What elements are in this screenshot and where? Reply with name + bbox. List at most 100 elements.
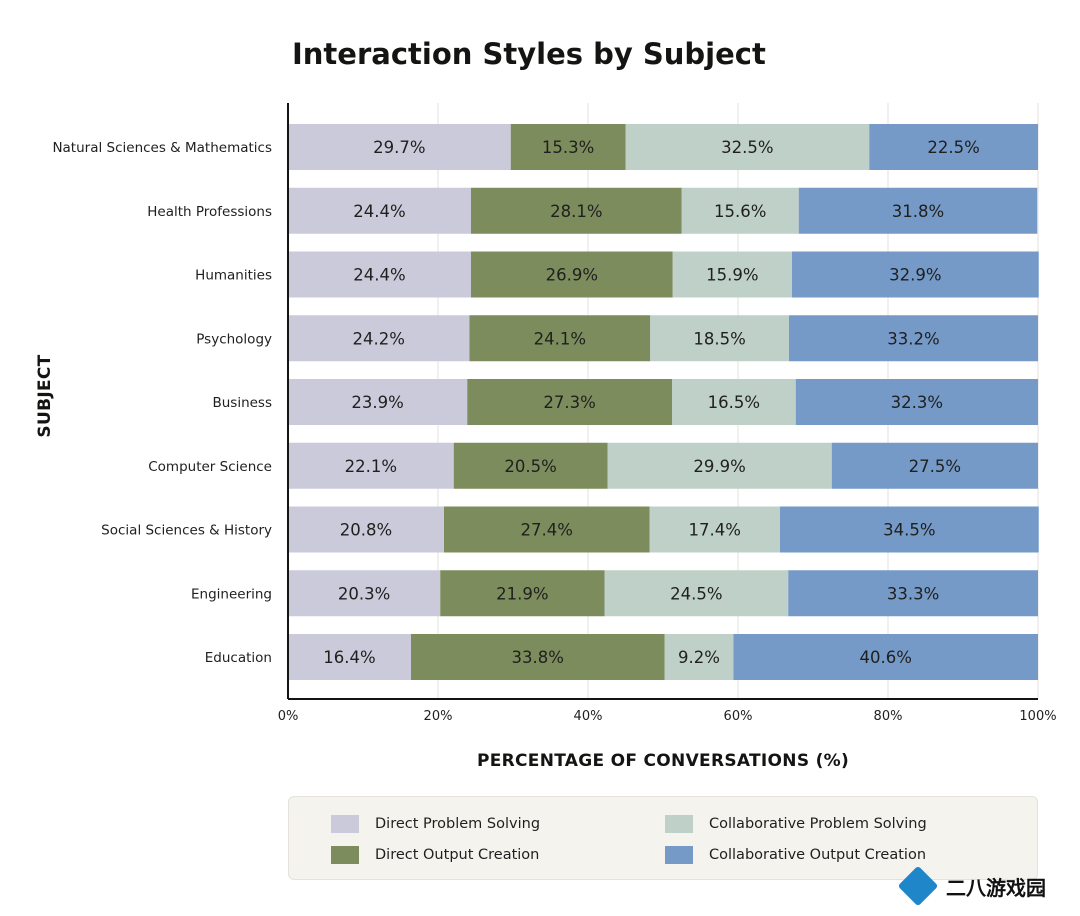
x-tick-label: 80% [874, 709, 903, 724]
data-label: 24.5% [670, 584, 722, 603]
bar-segment [789, 315, 1038, 362]
bar-segment [650, 315, 789, 362]
bar-segment [604, 570, 789, 617]
data-label: 32.9% [889, 266, 941, 285]
bar-segment [607, 442, 832, 489]
data-label: 32.5% [721, 138, 773, 157]
data-label: 20.3% [338, 584, 390, 603]
bar-segment [649, 506, 780, 553]
data-label: 33.8% [512, 648, 564, 667]
data-label: 27.3% [543, 393, 595, 412]
data-label: 22.1% [345, 457, 397, 476]
bar-segment [411, 634, 665, 680]
data-label: 18.5% [693, 329, 745, 348]
legend-label: Direct Problem Solving [375, 816, 541, 832]
data-label: 21.9% [496, 584, 548, 603]
bars: 29.7% 15.3% 32.5% 22.5% 24.4% 28.1% 15.6% 31.8%… [288, 124, 1039, 680]
watermark-text: 二八游戏园 [946, 875, 1046, 900]
data-label: 17.4% [689, 521, 741, 540]
legend-swatch [331, 815, 359, 833]
y-category-label: Health Professions [147, 204, 272, 220]
axes: 0% 20% 40% 60% 80% 100% Natural Sciences & Mat… [52, 103, 1057, 724]
y-category-label: Humanities [195, 268, 272, 284]
x-tick-label: 100% [1019, 709, 1056, 724]
data-label: 16.4% [323, 648, 375, 667]
data-label: 27.4% [521, 521, 573, 540]
bar-segment [869, 124, 1038, 170]
bar-segment [672, 251, 792, 298]
data-label: 34.5% [883, 521, 935, 540]
data-label: 16.5% [708, 393, 760, 412]
data-label: 15.3% [542, 138, 594, 157]
data-label: 40.6% [860, 648, 912, 667]
data-label: 33.2% [887, 329, 939, 348]
legend-swatch [665, 815, 693, 833]
y-category-label: Engineering [191, 586, 272, 602]
bar-segment [681, 187, 799, 234]
bar-segment [672, 379, 796, 425]
bar-segment [664, 634, 734, 680]
bar-segment [288, 442, 454, 489]
bar-segment [788, 570, 1038, 617]
bar-segment [831, 442, 1038, 489]
y-category-label: Social Sciences & History [101, 523, 272, 539]
data-label: 31.8% [892, 202, 944, 221]
x-axis-title: PERCENTAGE OF CONVERSATIONS (%) [477, 751, 849, 771]
data-label: 22.5% [927, 138, 979, 157]
legend-item-collaborative-problem-solving: Collaborative Problem Solving [665, 815, 927, 833]
bar-segment [288, 379, 468, 425]
data-label: 24.4% [353, 202, 405, 221]
bar-segment [780, 506, 1039, 553]
y-category-label: Education [205, 650, 272, 666]
bar-segment [444, 506, 650, 553]
y-category-label: Natural Sciences & Mathematics [52, 140, 272, 156]
bar-segment [625, 124, 870, 170]
bar-segment [798, 187, 1038, 234]
bar-segment [288, 251, 471, 298]
legend-label: Collaborative Problem Solving [709, 816, 927, 832]
data-label: 15.6% [714, 202, 766, 221]
bar-segment [792, 251, 1039, 298]
bar-segment [733, 634, 1038, 680]
bar-segment [288, 634, 411, 680]
watermark: 二八游戏园 [897, 865, 1046, 907]
legend-item-collaborative-output-creation: Collaborative Output Creation [665, 846, 926, 864]
bar-segment [510, 124, 626, 170]
bar-segment [453, 442, 608, 489]
legend: Direct Problem Solving Direct Output Cre… [288, 796, 1038, 880]
data-label: 28.1% [550, 202, 602, 221]
x-tick-label: 60% [724, 709, 753, 724]
bar-segment [469, 315, 651, 362]
data-label: 9.2% [678, 648, 720, 667]
data-label: 26.9% [546, 266, 598, 285]
x-tick-label: 20% [424, 709, 453, 724]
data-label: 20.8% [340, 521, 392, 540]
bar-segment [471, 187, 682, 234]
y-category-label: Psychology [196, 331, 272, 347]
bar-segment [288, 124, 511, 170]
bar-segment [467, 379, 672, 425]
data-label: 32.3% [891, 393, 943, 412]
legend-label: Collaborative Output Creation [709, 847, 927, 863]
legend-swatch [665, 846, 693, 864]
watermark-logo-icon [897, 865, 939, 907]
bar-segment [288, 187, 471, 234]
bar-segment [471, 251, 673, 298]
legend-item-direct-output-creation: Direct Output Creation [331, 846, 539, 864]
y-category-label: Business [212, 395, 272, 411]
chart-title: Interaction Styles by Subject [292, 37, 766, 71]
bar-segment [288, 315, 470, 362]
bar-segment [288, 506, 444, 553]
data-label: 24.2% [353, 329, 405, 348]
data-label: 33.3% [887, 584, 939, 603]
data-label: 24.1% [534, 329, 586, 348]
data-label: 27.5% [909, 457, 961, 476]
x-tick-label: 0% [278, 709, 299, 724]
y-category-label: Computer Science [148, 459, 272, 475]
bar-segment [440, 570, 605, 617]
data-label: 29.7% [373, 138, 425, 157]
data-label: 24.4% [353, 266, 405, 285]
legend-label: Direct Output Creation [375, 847, 540, 863]
data-label: 29.9% [693, 457, 745, 476]
